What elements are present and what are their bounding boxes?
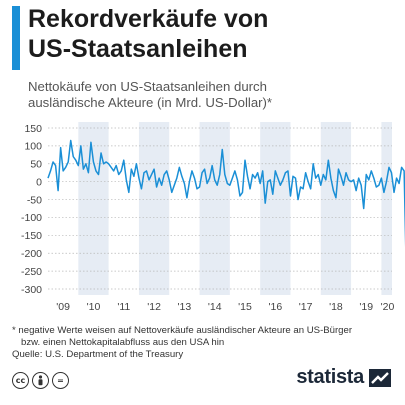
y-tick-label--100: -100 <box>21 212 42 224</box>
footnote: * negative Werte weisen auf Nettoverkäuf… <box>12 325 397 361</box>
year-band-2018 <box>320 122 352 295</box>
year-band-2020 <box>381 122 392 295</box>
subtitle-line-2: ausländische Akteure (in Mrd. US-Dollar)… <box>28 95 273 110</box>
footer <box>0 366 405 405</box>
title-accent-bar <box>12 6 20 70</box>
y-tick-label-0: 0 <box>36 176 42 188</box>
title-line-2: US-Staatsanleihen <box>28 35 248 63</box>
series-line-0 <box>47 139 405 248</box>
x-tick-label-17: '17 <box>299 301 313 313</box>
year-band-2012 <box>138 122 170 295</box>
statista-logo-icon <box>369 368 391 387</box>
x-tick-label-18: '18 <box>329 301 343 313</box>
brand-name: statista <box>296 366 364 388</box>
year-band-2016 <box>260 122 291 295</box>
y-tick-label--200: -200 <box>21 248 42 260</box>
x-tick-label-10: '10 <box>87 301 101 313</box>
year-band-2014 <box>199 122 230 295</box>
footnote-line-1: * negative Werte weisen auf Nettoverkäuf… <box>12 325 353 336</box>
nd-icon[interactable]: = <box>52 372 69 389</box>
y-tick-label-50: 50 <box>30 159 42 171</box>
source-line: Quelle: U.S. Department of the Treasury <box>12 349 184 360</box>
x-tick-label-20: '20 <box>381 301 395 313</box>
year-band-2010 <box>78 122 109 295</box>
title-line-1: Rekordverkäufe von <box>28 5 269 33</box>
y-tick-label--150: -150 <box>21 230 42 242</box>
subtitle-line-1: Nettokäufe von US-Staatsanleihen durch <box>28 79 267 94</box>
x-tick-label-15: '15 <box>238 301 252 313</box>
by-icon[interactable] <box>32 372 49 389</box>
y-tick-label--50: -50 <box>27 194 42 206</box>
statista-brand[interactable]: statista <box>296 366 391 389</box>
chart-title: Rekordverkäufe von US-Staatsanleihen <box>28 4 398 64</box>
y-tick-label-150: 150 <box>24 123 42 135</box>
x-tick-label-13: '13 <box>178 301 192 313</box>
y-tick-label--300: -300 <box>21 284 42 296</box>
y-tick-label--250: -250 <box>21 266 42 278</box>
x-tick-label-09: '09 <box>56 301 70 313</box>
footnote-line-2: bzw. einen Nettokapitalabfluss aus den U… <box>21 337 225 348</box>
x-tick-label-14: '14 <box>208 301 222 313</box>
x-tick-label-12: '12 <box>147 301 161 313</box>
line-chart: 150 100 50 0 -50 -100 -150 -200 -250 -300 '09 '10 '1… <box>21 122 405 313</box>
cc-icon[interactable]: cc <box>12 372 29 389</box>
y-tick-label-100: 100 <box>24 141 42 153</box>
x-tick-label-16: '16 <box>268 301 282 313</box>
chart-subtitle: Nettokäufe von US-Staatsanleihen durch a… <box>28 79 398 111</box>
license-icons: cc = <box>12 372 69 389</box>
x-tick-label-11: '11 <box>117 301 130 313</box>
x-tick-label-19: '19 <box>359 301 373 313</box>
